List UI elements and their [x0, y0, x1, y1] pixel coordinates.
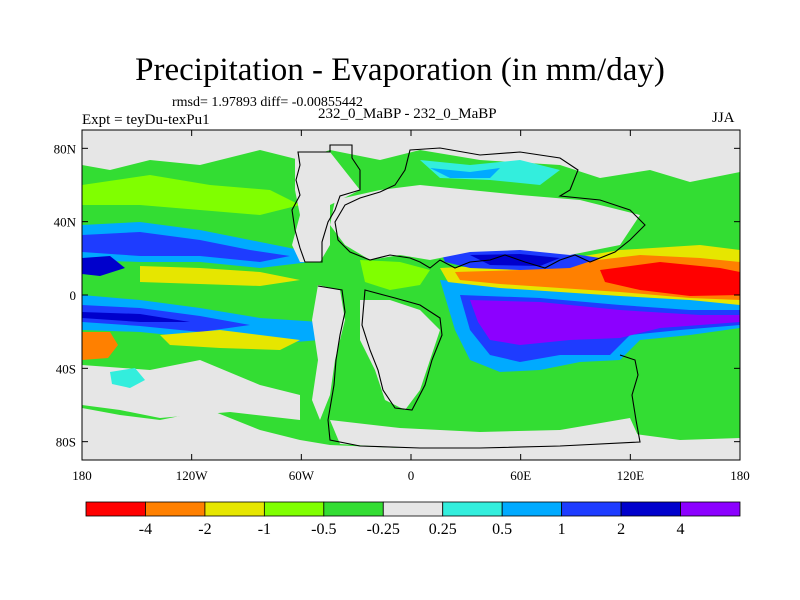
n-asia-blue [430, 168, 500, 178]
colorbar-label: 0.5 [492, 521, 512, 538]
x-tick-label: 0 [408, 468, 415, 483]
colorbar-swatch [204, 501, 265, 517]
colorbar-swatch [145, 501, 206, 517]
n-pacific-deep-band [82, 256, 125, 276]
experiment-label: Expt = teyDu-texPu1 [82, 112, 210, 128]
colorbar-swatch [620, 501, 681, 517]
antarctic-neutral [82, 408, 740, 460]
colorbar-label: -0.25 [367, 521, 400, 538]
coastline [291, 144, 646, 449]
case-label: 232_0_MaBP - 232_0_MaBP [318, 106, 497, 122]
colorbar-label: -0.5 [311, 521, 336, 538]
colorbar-label: -4 [139, 521, 152, 538]
x-tick-label: 120W [176, 468, 209, 483]
field-map [82, 130, 740, 460]
n-pacific-dark-band [82, 232, 290, 262]
y-tick-label: 0 [70, 288, 77, 303]
colorbar-swatch [442, 501, 503, 517]
stats-line: rmsd= 1.97893 diff= -0.00855442 [172, 95, 363, 110]
season-label: JJA [712, 110, 735, 126]
colorbar-swatch [680, 501, 741, 517]
colorbar-swatch [382, 501, 444, 517]
colorbar-swatch [501, 501, 563, 517]
x-tick-label: 60E [510, 468, 531, 483]
n-pacific-yellow [140, 266, 300, 286]
s-pacific-cyan-spot [110, 368, 145, 388]
y-tick-label: 80S [56, 435, 76, 450]
colorbar-label: -1 [258, 521, 271, 538]
y-tick-label: 80N [54, 141, 77, 156]
w-pacific-red [600, 262, 740, 296]
north-america-land [292, 150, 360, 262]
chart-title: Precipitation - Evaporation (in mm/day) [135, 52, 665, 88]
x-tick-label: 180 [72, 468, 92, 483]
y-tick-label: 40N [54, 215, 77, 230]
eq-pacific-deep [82, 312, 190, 322]
colorbar-label: 0.25 [429, 521, 457, 538]
colorbar-swatch [263, 501, 325, 517]
colorbar-label: 2 [617, 521, 625, 538]
arctic-neutral [82, 130, 740, 182]
x-tick-label: 180 [730, 468, 750, 483]
colorbar-swatch [561, 501, 622, 517]
africa-green-patch [360, 260, 430, 290]
x-tick-label: 120E [617, 468, 645, 483]
n-subtropics-light [82, 175, 300, 215]
x-tick-label: 60W [289, 468, 315, 483]
colorbar-label: -2 [198, 521, 211, 538]
eurasia-land [330, 185, 640, 260]
antarctica-land [330, 418, 640, 448]
colorbar-label: 1 [558, 521, 566, 538]
y-tick-label: 40S [56, 361, 76, 376]
south-america-land [312, 285, 345, 420]
colorbar: -4 -2 -1 -0.5 -0.25 0.25 0.5 1 2 4 [85, 501, 741, 538]
s-pacific-orange [82, 332, 118, 360]
s-pacific-yellow [160, 330, 300, 350]
colorbar-label: 4 [677, 521, 685, 538]
indian-ocean-max [470, 300, 740, 345]
asia-deep-band [470, 254, 560, 266]
africa-land [360, 300, 440, 410]
colorbar-swatch [323, 501, 384, 517]
colorbar-swatch [85, 501, 146, 517]
axes-group: 180 120W 60W 0 60E 120E 180 80N 40N 0 40S 80S [54, 130, 750, 483]
